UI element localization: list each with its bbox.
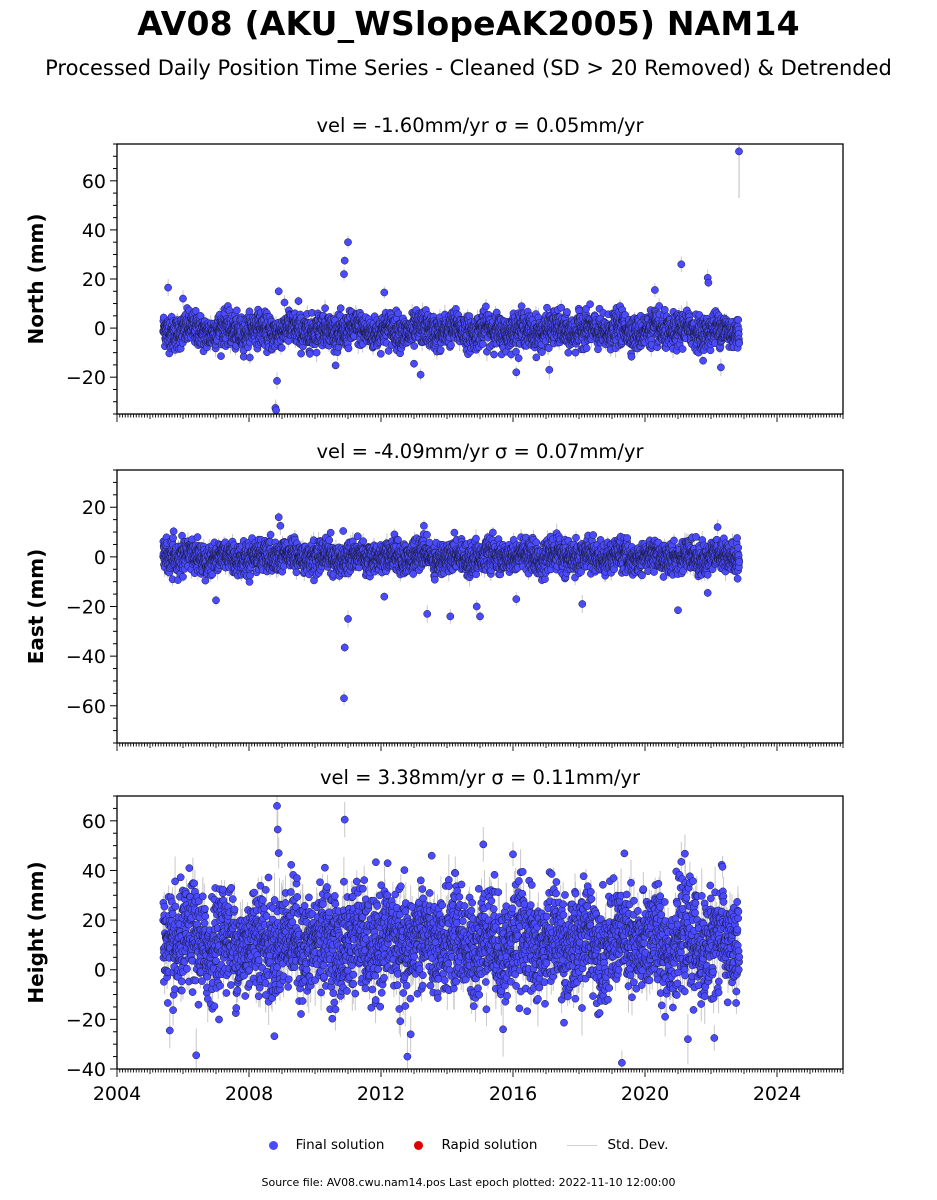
data-point bbox=[331, 361, 340, 370]
data-point bbox=[627, 352, 636, 361]
figure-subtitle: Processed Daily Position Time Series - C… bbox=[45, 56, 892, 80]
data-point bbox=[490, 350, 498, 359]
figure-title: AV08 (AKU_WSlopeAK2005) NAM14 bbox=[137, 4, 800, 43]
data-point bbox=[294, 297, 303, 305]
data-point bbox=[380, 288, 389, 297]
data-point bbox=[538, 348, 546, 356]
data-point bbox=[512, 368, 521, 377]
data-point bbox=[586, 300, 594, 309]
data-point bbox=[394, 309, 403, 318]
data-point bbox=[217, 352, 225, 360]
data-point bbox=[164, 283, 172, 292]
data-point bbox=[651, 286, 659, 294]
data-point bbox=[678, 345, 687, 353]
data-point bbox=[594, 345, 602, 354]
y-tick-label: 60 bbox=[82, 171, 106, 193]
stddev-bars bbox=[162, 144, 740, 414]
data-point bbox=[179, 294, 187, 303]
data-point bbox=[512, 347, 520, 356]
data-point bbox=[704, 278, 713, 287]
data-point bbox=[734, 315, 743, 324]
data-point bbox=[677, 260, 686, 269]
data-point bbox=[735, 339, 744, 348]
data-point bbox=[517, 302, 526, 311]
data-point bbox=[660, 305, 669, 314]
data-point bbox=[274, 287, 283, 296]
data-point bbox=[447, 341, 455, 350]
data-point bbox=[273, 377, 281, 385]
data-point bbox=[297, 349, 305, 358]
y-tick-label: −20 bbox=[66, 367, 106, 389]
data-point bbox=[514, 354, 523, 363]
data-point bbox=[717, 363, 725, 372]
data-point bbox=[410, 359, 418, 368]
data-point bbox=[582, 344, 591, 353]
data-point bbox=[344, 344, 353, 353]
data-point bbox=[545, 365, 554, 374]
data-point bbox=[532, 353, 541, 362]
data-point bbox=[336, 304, 345, 313]
data-point bbox=[543, 303, 551, 312]
data-point bbox=[478, 340, 487, 348]
data-point bbox=[280, 298, 289, 307]
data-point bbox=[321, 304, 329, 313]
data-point bbox=[344, 238, 352, 247]
data-point bbox=[655, 302, 664, 310]
plot-area bbox=[159, 144, 744, 414]
data-point bbox=[735, 147, 743, 156]
data-point bbox=[436, 346, 445, 354]
data-point bbox=[699, 356, 707, 365]
data-point bbox=[410, 342, 419, 350]
data-point bbox=[571, 348, 580, 357]
data-point bbox=[544, 344, 553, 353]
data-point bbox=[482, 302, 490, 311]
data-point bbox=[376, 349, 385, 358]
data-point bbox=[306, 349, 314, 358]
y-tick-label: 40 bbox=[82, 220, 106, 242]
data-point bbox=[277, 343, 286, 352]
data-point bbox=[245, 353, 254, 362]
data-point bbox=[563, 308, 571, 316]
data-point bbox=[312, 348, 321, 357]
data-point bbox=[272, 406, 280, 414]
data-point bbox=[340, 270, 348, 278]
data-point bbox=[232, 306, 241, 315]
data-point bbox=[564, 348, 573, 357]
final-solution-points bbox=[159, 147, 744, 414]
data-point bbox=[416, 370, 425, 379]
data-point bbox=[340, 256, 349, 265]
y-tick-label: 20 bbox=[82, 269, 106, 291]
data-point bbox=[557, 303, 566, 312]
y-tick-label: 0 bbox=[94, 318, 106, 340]
axes-frame bbox=[116, 143, 844, 415]
